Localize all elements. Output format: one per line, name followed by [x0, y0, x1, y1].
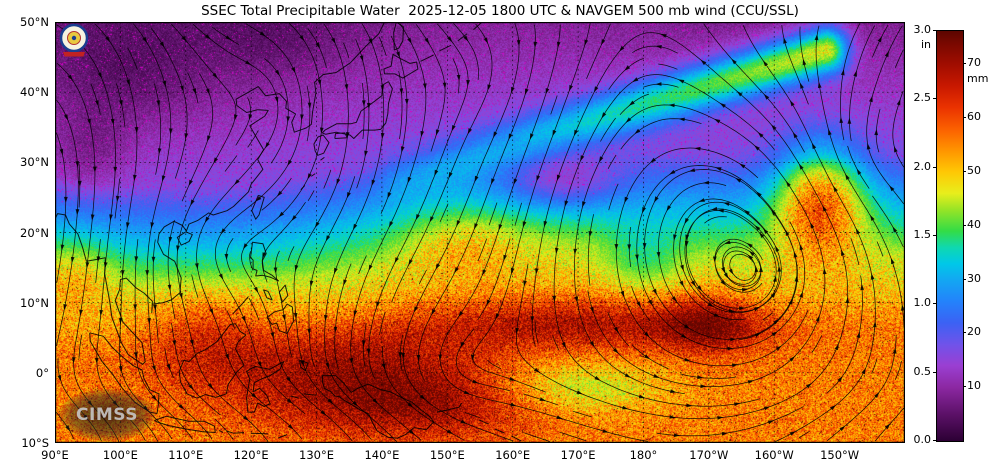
- y-tick-label: 30°N: [2, 155, 49, 169]
- agency-logo: [55, 22, 93, 60]
- cimss-watermark-text: CIMSS: [76, 405, 138, 425]
- colorbar-tick-mark: [963, 63, 966, 64]
- colorbar-tick-mark: [963, 117, 966, 118]
- colorbar-tick-mark: [933, 30, 936, 31]
- colorbar-mm-tick: 20: [967, 325, 997, 339]
- x-tick-label: 170°E: [556, 448, 600, 462]
- y-tick-label: 20°N: [2, 226, 49, 240]
- map-plot: CIMSS: [55, 22, 905, 443]
- colorbar-mm-tick: 10: [967, 379, 997, 393]
- x-tick-label: 120°E: [229, 448, 273, 462]
- colorbar-tick-mark: [963, 386, 966, 387]
- colorbar-tick-mark: [963, 225, 966, 226]
- x-tick-label: 180°: [621, 448, 665, 462]
- x-tick-label: 100°E: [98, 448, 142, 462]
- colorbar-tick-mark: [933, 98, 936, 99]
- x-tick-label: 90°E: [33, 448, 77, 462]
- x-tick-label: 160°W: [752, 448, 796, 462]
- agency-logo-dot: [72, 36, 76, 40]
- tpw-map-figure: SSEC Total Precipitable Water 2025-12-05…: [0, 0, 1000, 470]
- cimss-watermark: CIMSS: [59, 389, 155, 441]
- y-tick-label: 10°S: [2, 436, 49, 450]
- colorbar-tick-mark: [933, 440, 936, 441]
- x-tick-label: 140°E: [360, 448, 404, 462]
- y-tick-label: 0°: [2, 366, 49, 380]
- colorbar-tick-mark: [963, 279, 966, 280]
- colorbar-mm-tick: 40: [967, 218, 997, 232]
- colorbar-mm-tick: 70: [967, 56, 997, 70]
- graticule-lines: [55, 22, 905, 443]
- colorbar-tick-mark: [933, 235, 936, 236]
- x-tick-label: 150°W: [818, 448, 862, 462]
- figure-title: SSEC Total Precipitable Water 2025-12-05…: [0, 3, 1000, 19]
- colorbar-tick-mark: [963, 332, 966, 333]
- x-tick-label: 130°E: [295, 448, 339, 462]
- x-tick-label: 160°E: [491, 448, 535, 462]
- colorbar-mm-tick: 50: [967, 164, 997, 178]
- map-overlay-svg: [55, 22, 905, 443]
- colorbar-tick-mark: [933, 372, 936, 373]
- colorbar-tick-mark: [933, 167, 936, 168]
- colorbar: [936, 30, 964, 442]
- y-tick-label: 50°N: [2, 15, 49, 29]
- x-tick-label: 170°W: [687, 448, 731, 462]
- colorbar-mm-tick: 60: [967, 110, 997, 124]
- x-tick-label: 110°E: [164, 448, 208, 462]
- agency-logo-banner: [63, 52, 85, 57]
- colorbar-mm-tick: 30: [967, 272, 997, 286]
- x-tick-label: 150°E: [425, 448, 469, 462]
- colorbar-tick-mark: [933, 303, 936, 304]
- colorbar-mm-unit: mm: [967, 72, 997, 86]
- y-tick-label: 10°N: [2, 296, 49, 310]
- y-tick-label: 40°N: [2, 85, 49, 99]
- colorbar-tick-mark: [963, 171, 966, 172]
